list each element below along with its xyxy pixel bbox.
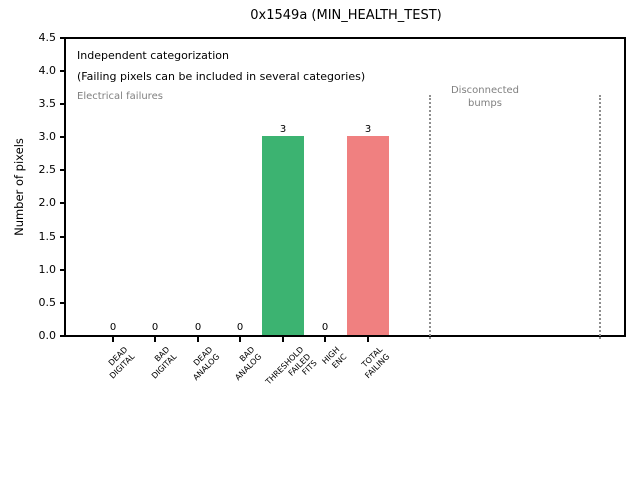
y-tick-label: 0.5 bbox=[38, 296, 57, 309]
disconnected-bumps-label: Disconnected bumps bbox=[450, 85, 520, 109]
y-tick-label: 1.5 bbox=[38, 230, 57, 243]
y-axis-label: Number of pixels bbox=[12, 138, 26, 236]
x-tick bbox=[282, 337, 284, 342]
y-tick bbox=[60, 236, 66, 238]
bar-value-label: 0 bbox=[194, 322, 202, 333]
bar-value-label: 0 bbox=[321, 322, 329, 333]
bar-value-label: 0 bbox=[109, 322, 117, 333]
y-tick-label: 4.5 bbox=[38, 31, 57, 44]
x-tick bbox=[112, 337, 114, 342]
y-tick bbox=[60, 70, 66, 72]
y-tick-label: 2.5 bbox=[38, 163, 57, 176]
y-tick bbox=[60, 335, 66, 337]
y-tick-label: 0.0 bbox=[38, 329, 57, 342]
bottom-spine bbox=[64, 335, 626, 337]
y-tick bbox=[60, 302, 66, 304]
y-tick-label: 3.5 bbox=[38, 97, 57, 110]
x-tick bbox=[324, 337, 326, 342]
x-tick bbox=[154, 337, 156, 342]
y-tick-label: 1.0 bbox=[38, 263, 57, 276]
top-spine bbox=[64, 37, 626, 39]
y-tick bbox=[60, 136, 66, 138]
y-tick bbox=[60, 37, 66, 39]
region-divider-line bbox=[429, 95, 431, 339]
y-tick bbox=[60, 202, 66, 204]
bar-value-label: 3 bbox=[279, 124, 287, 135]
y-tick-label: 3.0 bbox=[38, 130, 57, 143]
x-tick bbox=[197, 337, 199, 342]
y-tick bbox=[60, 103, 66, 105]
independent-categorization-note: Independent categorization (Failing pixe… bbox=[77, 49, 366, 83]
bar-value-label: 3 bbox=[364, 124, 372, 135]
y-tick bbox=[60, 169, 66, 171]
y-tick-label: 4.0 bbox=[38, 64, 57, 77]
left-spine bbox=[64, 37, 66, 337]
region-divider-line bbox=[599, 95, 601, 339]
x-tick bbox=[239, 337, 241, 342]
right-spine bbox=[624, 37, 626, 337]
bar-threshold-failed-fits bbox=[262, 136, 304, 335]
electrical-failures-label: Electrical failures bbox=[77, 91, 163, 102]
bar-total-failing bbox=[347, 136, 389, 335]
y-tick-label: 2.0 bbox=[38, 196, 57, 209]
chart-title: 0x1549a (MIN_HEALTH_TEST) bbox=[250, 8, 442, 23]
bar-value-label: 0 bbox=[236, 322, 244, 333]
bar-value-label: 0 bbox=[151, 322, 159, 333]
y-tick bbox=[60, 269, 66, 271]
plot-area: 0 0 0 0 3 0 3 Independent categorization… bbox=[66, 38, 624, 339]
x-tick bbox=[367, 337, 369, 342]
